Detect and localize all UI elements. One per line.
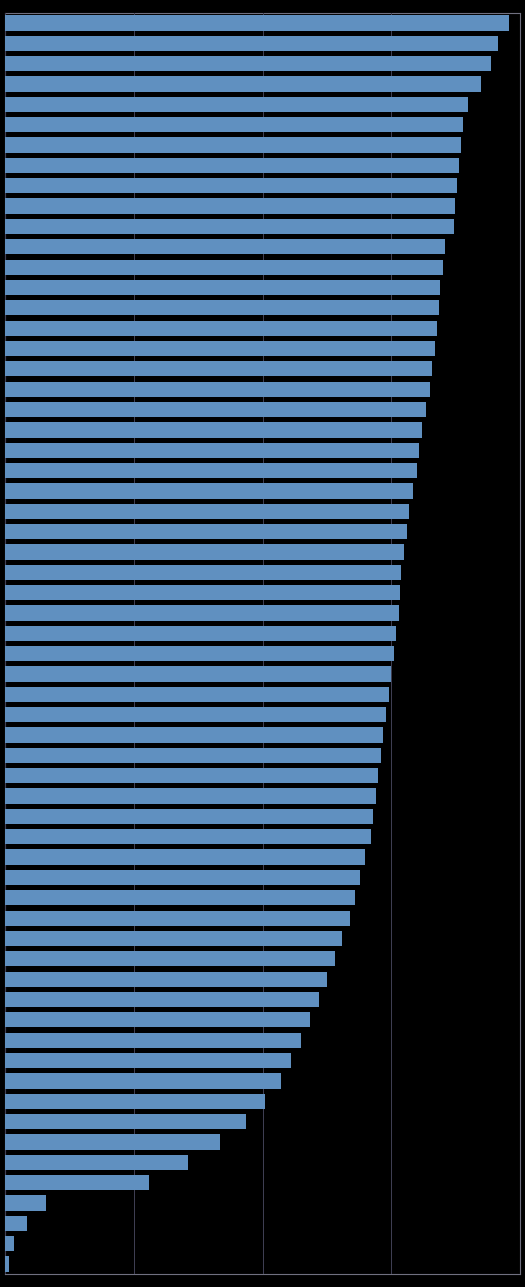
Bar bbox=[5, 646, 394, 662]
Bar bbox=[5, 239, 445, 255]
Bar bbox=[5, 667, 391, 682]
Bar bbox=[5, 76, 481, 91]
Bar bbox=[5, 219, 454, 234]
Bar bbox=[5, 260, 443, 275]
Bar bbox=[5, 57, 491, 71]
Bar bbox=[5, 178, 457, 193]
Bar bbox=[5, 727, 383, 743]
Bar bbox=[5, 931, 342, 946]
Bar bbox=[5, 443, 419, 458]
Bar bbox=[5, 1196, 46, 1211]
Bar bbox=[5, 1154, 188, 1170]
Bar bbox=[5, 768, 378, 784]
Bar bbox=[5, 808, 373, 824]
Bar bbox=[5, 138, 460, 153]
Bar bbox=[5, 524, 406, 539]
Bar bbox=[5, 15, 509, 31]
Bar bbox=[5, 849, 365, 865]
Bar bbox=[5, 1236, 14, 1251]
Bar bbox=[5, 544, 404, 560]
Bar bbox=[5, 117, 463, 133]
Bar bbox=[5, 36, 498, 51]
Bar bbox=[5, 992, 319, 1008]
Bar bbox=[5, 97, 468, 112]
Bar bbox=[5, 789, 376, 803]
Bar bbox=[5, 586, 400, 600]
Bar bbox=[5, 625, 396, 641]
Bar bbox=[5, 829, 371, 844]
Bar bbox=[5, 279, 440, 295]
Bar bbox=[5, 320, 437, 336]
Bar bbox=[5, 1175, 149, 1190]
Bar bbox=[5, 910, 350, 925]
Bar bbox=[5, 1094, 265, 1109]
Bar bbox=[5, 870, 360, 885]
Bar bbox=[5, 381, 429, 396]
Bar bbox=[5, 158, 459, 172]
Bar bbox=[5, 402, 426, 417]
Bar bbox=[5, 748, 381, 763]
Bar bbox=[5, 707, 386, 722]
Bar bbox=[5, 687, 388, 701]
Bar bbox=[5, 1115, 246, 1129]
Bar bbox=[5, 463, 417, 479]
Bar bbox=[5, 300, 439, 315]
Bar bbox=[5, 422, 422, 438]
Bar bbox=[5, 503, 409, 519]
Bar bbox=[5, 198, 456, 214]
Bar bbox=[5, 1032, 301, 1048]
Bar bbox=[5, 484, 413, 498]
Bar bbox=[5, 362, 432, 377]
Bar bbox=[5, 1256, 9, 1272]
Bar bbox=[5, 605, 399, 620]
Bar bbox=[5, 1134, 220, 1149]
Bar bbox=[5, 1073, 280, 1089]
Bar bbox=[5, 565, 402, 580]
Bar bbox=[5, 972, 327, 987]
Bar bbox=[5, 341, 435, 356]
Bar bbox=[5, 1053, 291, 1068]
Bar bbox=[5, 1216, 27, 1230]
Bar bbox=[5, 891, 355, 906]
Bar bbox=[5, 1012, 310, 1027]
Bar bbox=[5, 951, 334, 967]
